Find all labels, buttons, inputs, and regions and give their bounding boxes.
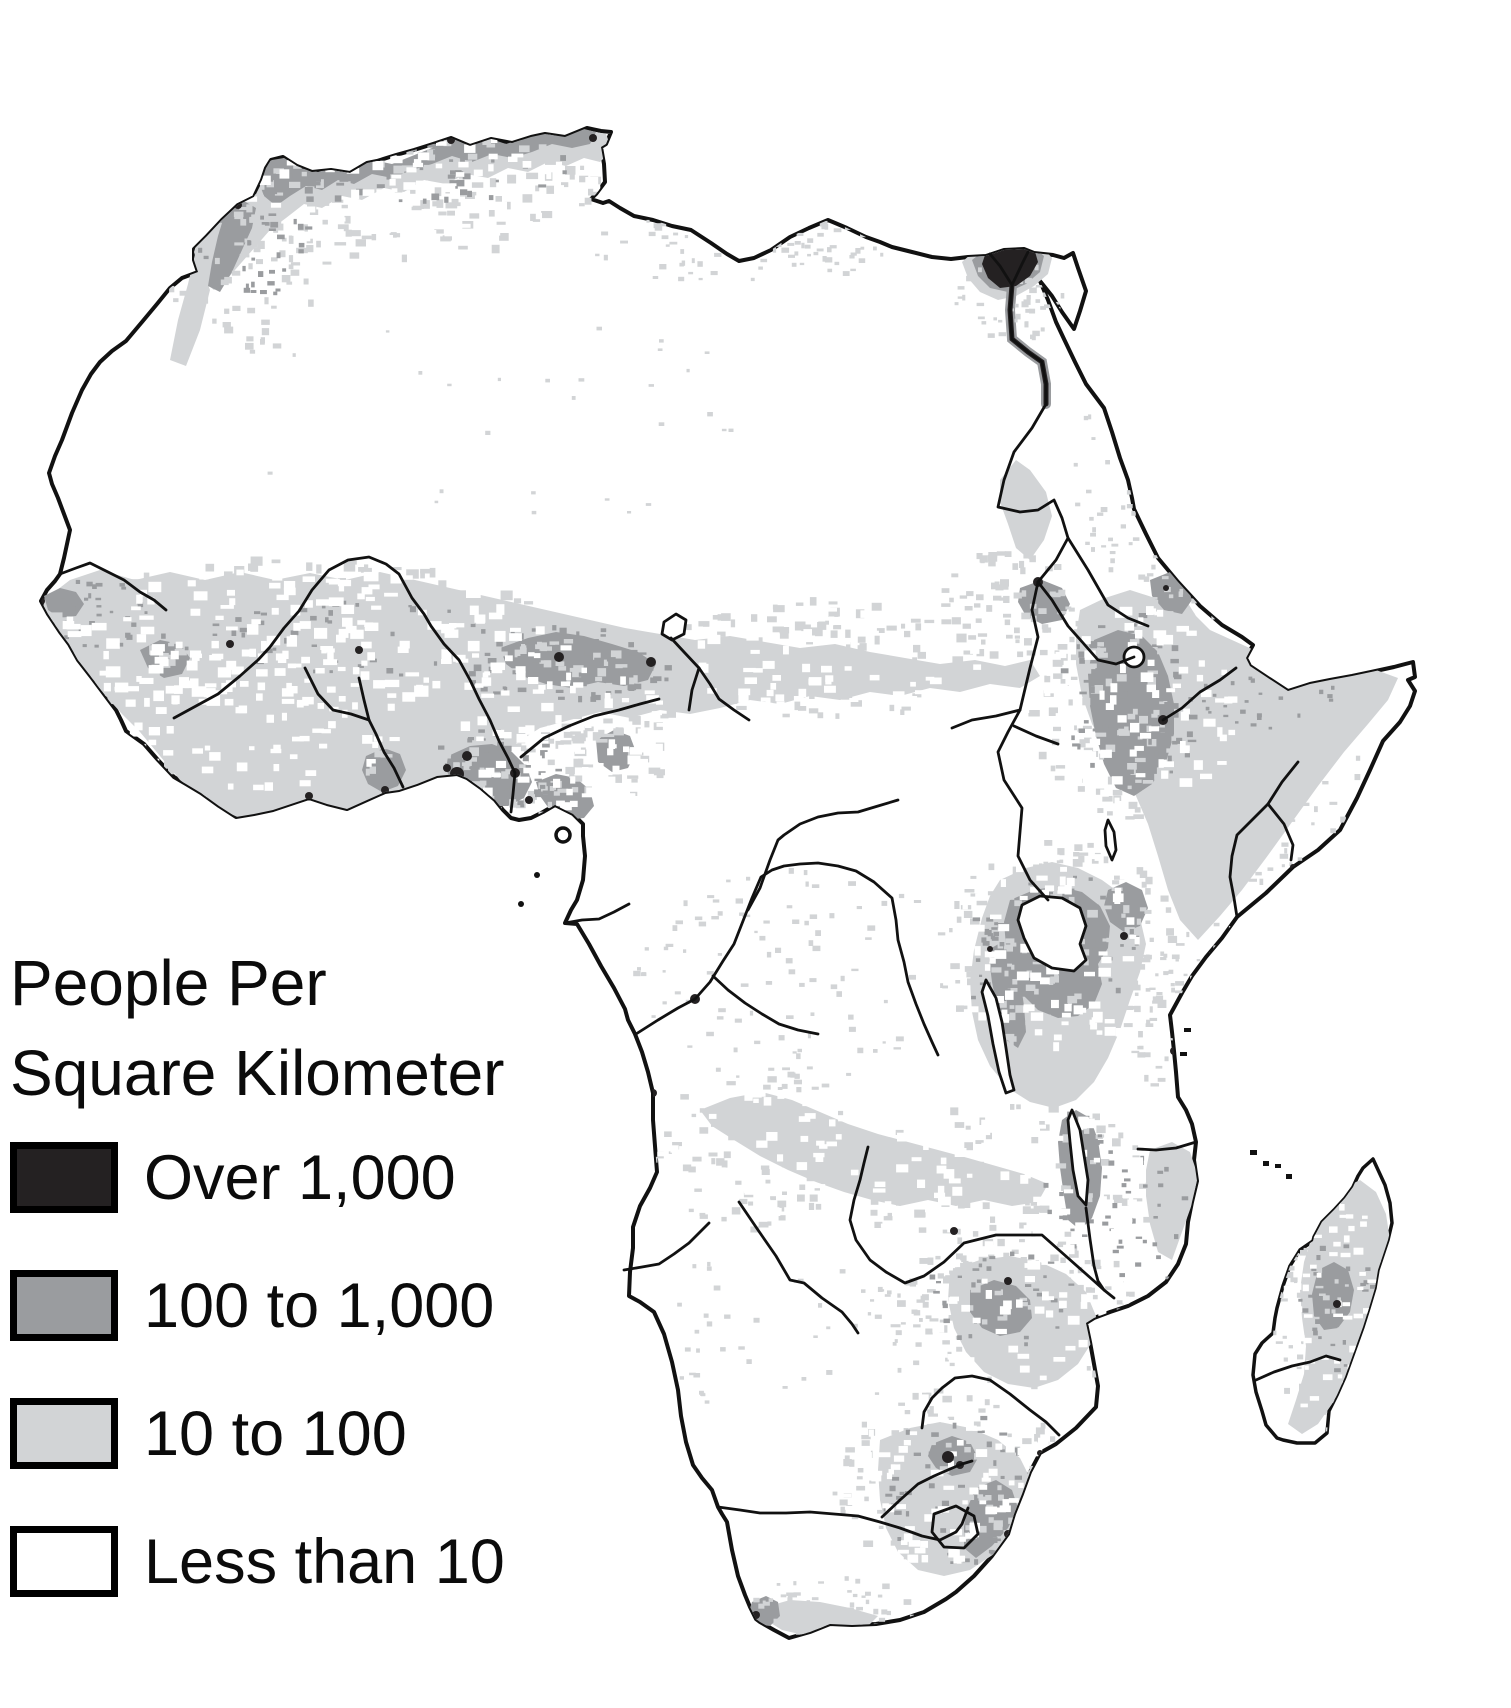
legend-swatch-100-1000 bbox=[10, 1270, 118, 1341]
legend-label: 10 to 100 bbox=[144, 1398, 407, 1469]
shire-river bbox=[1084, 1206, 1106, 1292]
okavango-river bbox=[737, 1200, 860, 1335]
kasai-river bbox=[711, 974, 820, 1036]
mayotte-island bbox=[1286, 1174, 1292, 1179]
lakes bbox=[660, 612, 1146, 1207]
nile-river bbox=[996, 283, 1070, 584]
legend-label: Over 1,000 bbox=[144, 1142, 456, 1213]
comoros-islands bbox=[1263, 1161, 1269, 1166]
legend-title: People Per Square Kilometer bbox=[10, 938, 570, 1118]
white-nile-river bbox=[996, 580, 1050, 902]
blue-nile-river bbox=[1036, 580, 1136, 666]
senegal-river bbox=[58, 561, 168, 612]
lake-chad bbox=[660, 612, 688, 642]
legend-label: Less than 10 bbox=[144, 1526, 505, 1597]
rivers bbox=[58, 250, 1342, 1550]
legend-swatch-over-1000 bbox=[10, 1142, 118, 1213]
lake-victoria bbox=[1016, 894, 1088, 973]
lake-turkana bbox=[1103, 818, 1118, 862]
legend-item-100-1000: 100 to 1,000 bbox=[10, 1270, 505, 1341]
benue-river bbox=[519, 697, 661, 759]
bioko-island bbox=[554, 826, 572, 844]
ubangi-river bbox=[746, 798, 900, 912]
zanzibar-island bbox=[1180, 1052, 1187, 1056]
chari-river bbox=[669, 636, 751, 722]
atbara-river bbox=[1066, 536, 1150, 628]
legend-swatch-10-100 bbox=[10, 1398, 118, 1469]
vaal-river bbox=[880, 1459, 974, 1519]
legend-item-10-100: 10 to 100 bbox=[10, 1398, 505, 1469]
kunene-river bbox=[622, 1221, 711, 1272]
comoros-islands bbox=[1250, 1150, 1257, 1155]
legend-item-over-1000: Over 1,000 bbox=[10, 1142, 505, 1213]
map-legend: People Per Square Kilometer Over 1,000 1… bbox=[10, 938, 570, 1597]
rovuma-river bbox=[1136, 1140, 1198, 1152]
lesotho-outline bbox=[930, 1504, 980, 1550]
legend-label: 100 to 1,000 bbox=[144, 1270, 495, 1341]
ogooue-river bbox=[563, 902, 631, 925]
lake-tanganyika bbox=[980, 978, 1016, 1095]
sao-tome-island bbox=[518, 901, 524, 907]
legend-item-less-10: Less than 10 bbox=[10, 1526, 505, 1597]
principe-island bbox=[534, 872, 540, 878]
madagascar-river bbox=[1254, 1354, 1342, 1382]
volta-river bbox=[357, 676, 405, 789]
legend-title-line1: People Per bbox=[10, 947, 327, 1019]
zambezi-river bbox=[848, 1145, 1116, 1300]
legend-title-line2: Square Kilometer bbox=[10, 1037, 505, 1109]
orange-river bbox=[716, 1505, 970, 1542]
lake-malawi bbox=[1066, 1108, 1090, 1207]
comoros-islands bbox=[1275, 1164, 1281, 1168]
niger-river bbox=[172, 555, 517, 814]
juba-river bbox=[1228, 760, 1300, 919]
limpopo-river bbox=[920, 1374, 1061, 1437]
congo-river bbox=[634, 861, 940, 1057]
islands bbox=[518, 826, 1292, 1179]
legend-swatch-less-10 bbox=[10, 1526, 118, 1597]
awash-river bbox=[1161, 666, 1238, 722]
pemba-island bbox=[1184, 1028, 1191, 1032]
legend-rows: Over 1,000 100 to 1,000 10 to 100 Less t… bbox=[10, 1142, 505, 1654]
